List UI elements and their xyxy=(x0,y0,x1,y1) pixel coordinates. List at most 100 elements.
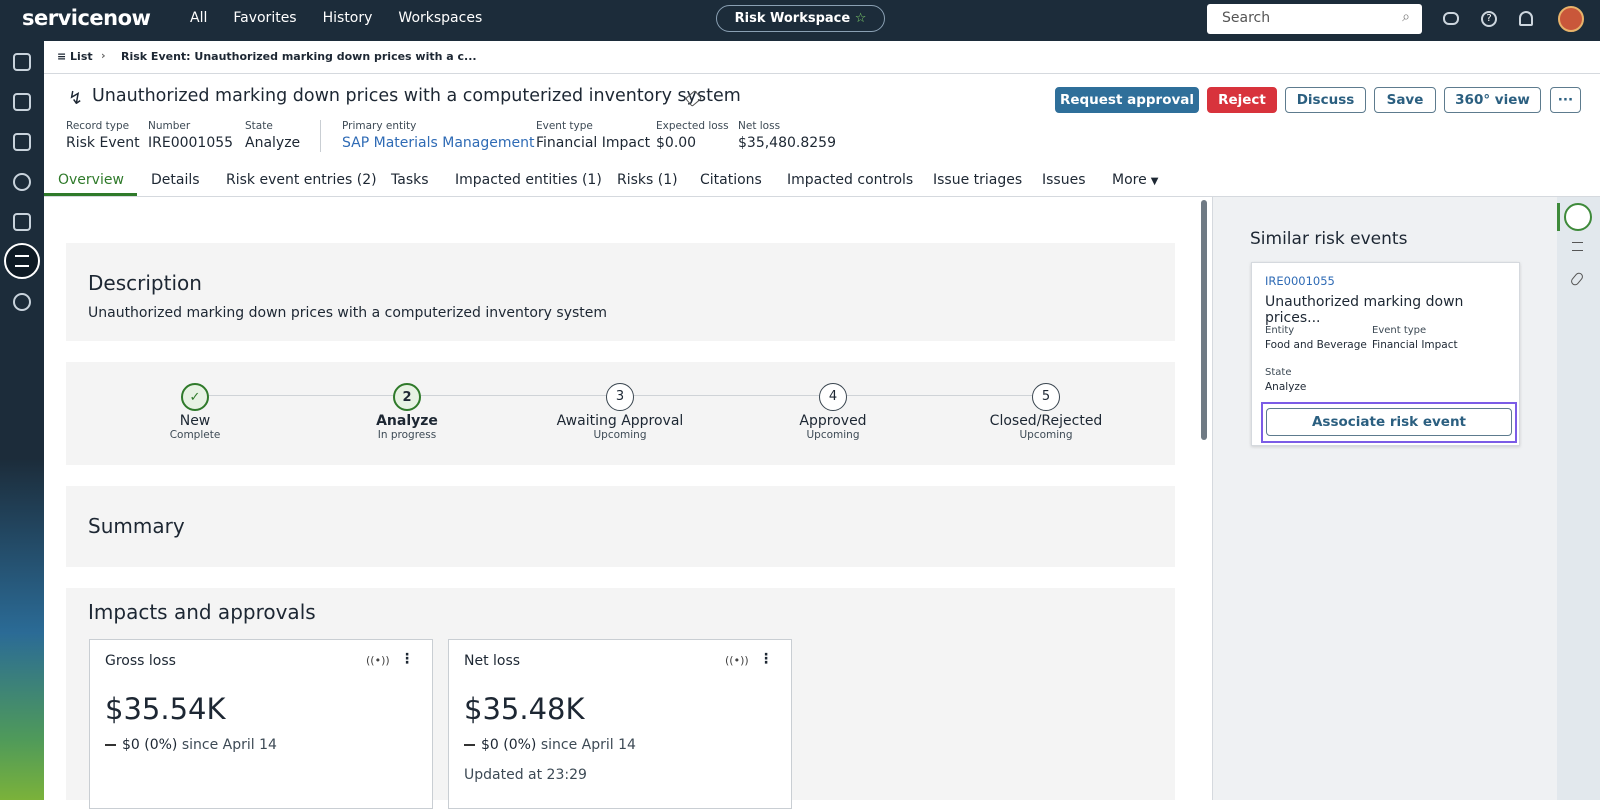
action-button[interactable]: Reject xyxy=(1207,87,1277,113)
stage-circle: 5 xyxy=(1032,383,1060,411)
card-signal-icon[interactable]: ((•)) xyxy=(725,654,749,667)
stage-name: Awaiting Approval xyxy=(556,413,684,429)
card-menu-icon[interactable]: ⋮ xyxy=(400,651,414,667)
chat-icon[interactable] xyxy=(1443,12,1459,25)
tab[interactable]: Citations xyxy=(700,172,762,188)
field-value: Risk Event xyxy=(66,135,140,151)
avatar[interactable] xyxy=(1558,6,1584,32)
attachment-icon[interactable] xyxy=(1569,271,1585,287)
field-label: Event type xyxy=(536,120,593,132)
side-nav xyxy=(0,41,44,800)
summary-section: Summary xyxy=(66,486,1175,567)
change-value: $0 (0%) xyxy=(122,737,178,753)
tab[interactable]: Overview xyxy=(58,172,124,188)
associate-button[interactable]: Associate risk event xyxy=(1266,408,1512,436)
tab-label: Overview xyxy=(58,172,124,188)
tab[interactable]: Details xyxy=(151,172,200,188)
action-button[interactable]: 360° view xyxy=(1444,87,1541,113)
change-since: since April 14 xyxy=(540,737,636,753)
trend-dash xyxy=(105,744,116,746)
stage-status: In progress xyxy=(377,429,437,441)
stage-circle: 3 xyxy=(606,383,634,411)
table-icon[interactable] xyxy=(13,133,31,151)
card-title: Net loss xyxy=(464,653,521,669)
stage: 3 Awaiting Approval Upcoming xyxy=(530,383,710,441)
tab[interactable]: Risks (1) xyxy=(617,172,678,188)
menu-item[interactable]: Favorites xyxy=(233,10,297,26)
similar-heading: Similar risk events xyxy=(1250,229,1408,249)
field-value: IRE0001055 xyxy=(148,135,234,151)
menu-item[interactable]: All xyxy=(190,10,208,26)
tasks-icon[interactable] xyxy=(13,173,31,191)
tab-label: Issue triages xyxy=(933,172,1023,188)
notifications-icon[interactable] xyxy=(1519,11,1533,26)
search-placeholder: Search xyxy=(1222,10,1271,26)
similar-title: Unauthorized marking down prices... xyxy=(1265,294,1464,326)
insights-icon[interactable] xyxy=(1564,203,1592,231)
card-change: $0 (0%) since April 14 xyxy=(464,737,636,753)
stage-circle: 2 xyxy=(393,383,421,411)
apps-icon[interactable] xyxy=(13,93,31,111)
field-separator xyxy=(320,120,321,152)
field-label: Expected loss xyxy=(656,120,729,132)
stage-circle: ✓ xyxy=(181,383,209,411)
analytics-icon[interactable] xyxy=(13,293,31,311)
field-value: $35,480.8259 xyxy=(738,135,836,151)
stage-status: Upcoming xyxy=(593,429,647,441)
tab[interactable]: Issue triages xyxy=(933,172,1022,188)
active-tab-indicator xyxy=(44,193,137,196)
similar-field-value: Food and Beverage xyxy=(1265,339,1367,351)
action-button[interactable]: Discuss xyxy=(1285,87,1366,113)
card-signal-icon[interactable]: ((•)) xyxy=(366,654,390,667)
list-icon[interactable] xyxy=(1572,242,1583,251)
tab[interactable]: Issues xyxy=(1042,172,1086,188)
field-value[interactable]: SAP Materials Management xyxy=(342,135,535,151)
clipboard-icon[interactable] xyxy=(13,213,31,231)
search-icon: ⌕ xyxy=(1402,9,1410,25)
workspace-name: Risk Workspace xyxy=(734,11,851,26)
breadcrumb-current[interactable]: Risk Event: Unauthorized marking down pr… xyxy=(121,50,477,63)
tab-label: Risks (1) xyxy=(617,172,678,188)
action-button[interactable]: Save xyxy=(1374,87,1436,113)
scrollbar[interactable] xyxy=(1201,200,1207,440)
home-icon[interactable] xyxy=(13,53,31,71)
breadcrumb-list[interactable]: ≡ List xyxy=(57,50,93,63)
card-change: $0 (0%) since April 14 xyxy=(105,737,277,753)
card-menu-icon[interactable]: ⋮ xyxy=(759,651,773,667)
impacts-heading: Impacts and approvals xyxy=(88,600,316,624)
change-value: $0 (0%) xyxy=(481,737,537,753)
field-value: Financial Impact xyxy=(536,135,651,151)
tab[interactable]: Impacted controls xyxy=(787,172,913,188)
right-rail xyxy=(1557,197,1600,800)
action-button[interactable]: Request approval xyxy=(1055,87,1199,113)
search-box[interactable]: Search ⌕ xyxy=(1207,4,1422,34)
menu-item[interactable]: History xyxy=(322,10,373,26)
field-label: Primary entity xyxy=(342,120,417,132)
card-updated: Updated at 23:29 xyxy=(464,767,587,783)
trend-dash xyxy=(464,744,475,746)
logo[interactable]: servicenow xyxy=(22,6,151,30)
tab-label: Tasks xyxy=(391,172,429,188)
tab[interactable]: Impacted entities (1) xyxy=(455,172,602,188)
help-icon[interactable]: ? xyxy=(1481,11,1497,27)
tab-label: Details xyxy=(151,172,200,188)
list-icon-active[interactable] xyxy=(4,243,40,279)
risk-event-icon: ↯ xyxy=(68,88,84,109)
field-value: $0.00 xyxy=(656,135,697,151)
more-actions-button[interactable]: ··· xyxy=(1550,87,1581,113)
stage-status: Upcoming xyxy=(1019,429,1073,441)
similar-field-value: Financial Impact xyxy=(1372,339,1458,351)
workspace-selector[interactable]: Risk Workspace ☆ xyxy=(716,5,885,32)
star-icon[interactable]: ☆ xyxy=(854,11,867,26)
similar-number[interactable]: IRE0001055 xyxy=(1265,274,1335,288)
tab[interactable]: More ▼ xyxy=(1112,172,1158,188)
main-menu: All Favorites History Workspaces xyxy=(190,10,482,26)
stage-name: Analyze xyxy=(376,413,438,429)
menu-item[interactable]: Workspaces xyxy=(398,10,483,26)
field-label: Number xyxy=(148,120,191,132)
stage-name: Approved xyxy=(799,413,867,429)
tab-label: Citations xyxy=(700,172,762,188)
tab[interactable]: Tasks xyxy=(391,172,429,188)
tab[interactable]: Risk event entries (2) xyxy=(226,172,377,188)
